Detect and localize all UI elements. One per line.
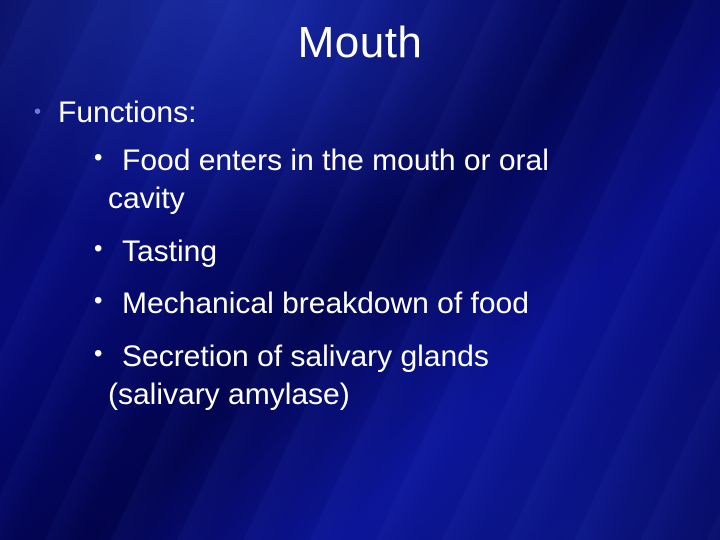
slide: Mouth Functions: Food enters in the mout… [0,0,720,540]
list-item-label: Functions: [58,96,196,129]
list-item-text-cont: cavity [108,180,690,218]
list-item: Secretion of salivary glands (salivary a… [92,338,690,415]
list-item-text: Secretion of salivary glands [122,338,690,376]
list-item-functions: Functions: Food enters in the mouth or o… [30,96,690,414]
list-item: Food enters in the mouth or oral cavity [92,142,690,219]
list-item-text: Tasting [122,233,690,271]
list-item: Tasting [92,233,690,271]
bullet-list-level1: Functions: Food enters in the mouth or o… [30,96,690,414]
list-item: Mechanical breakdown of food [92,285,690,323]
list-item-text: Mechanical breakdown of food [122,285,690,323]
slide-body: Functions: Food enters in the mouth or o… [30,96,690,414]
bullet-list-level2: Food enters in the mouth or oral cavity … [92,142,690,414]
slide-title: Mouth [30,18,690,68]
list-item-text: Food enters in the mouth or oral [122,142,690,180]
list-item-text-cont: (salivary amylase) [108,376,690,414]
